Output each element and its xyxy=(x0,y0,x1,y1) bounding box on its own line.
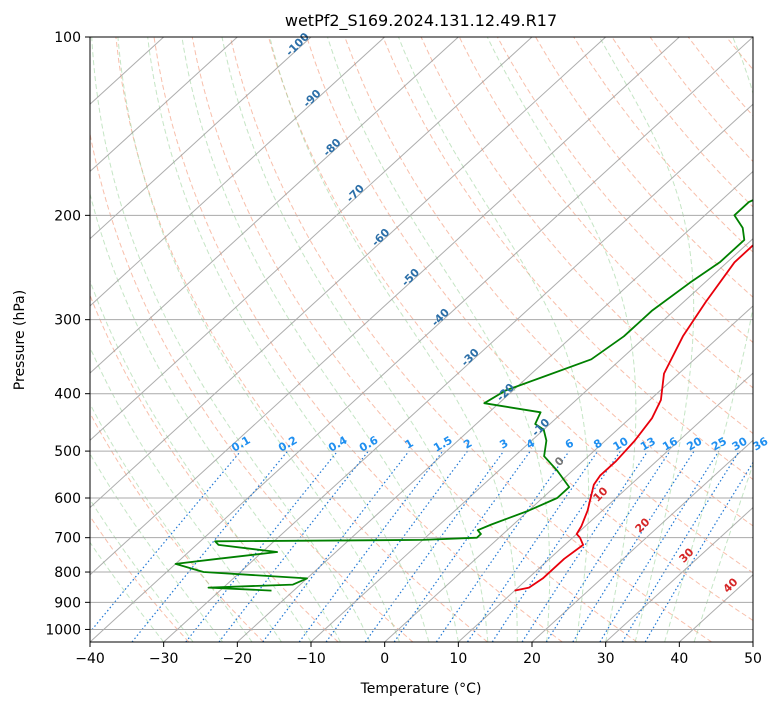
dry-adiabat xyxy=(115,37,488,642)
plot-frame xyxy=(89,36,754,643)
x-axis-title: Temperature (°C) xyxy=(360,681,482,697)
dry-adiabat xyxy=(535,37,753,298)
x-tick-label: 10 xyxy=(449,651,467,667)
isotherm xyxy=(90,37,312,240)
y-tick-label: 1000 xyxy=(45,622,81,638)
isotherm xyxy=(90,37,680,576)
isotherm xyxy=(531,439,753,642)
mixing-ratio-line xyxy=(621,450,740,642)
x-tick-label: 50 xyxy=(744,651,762,667)
moist-adiabat xyxy=(664,37,753,642)
moist-adiabat xyxy=(221,37,489,642)
isotherm xyxy=(90,37,459,374)
dry-adiabat xyxy=(306,37,753,574)
dry-adiabat xyxy=(153,37,563,642)
chart-title: wetPf2_S169.2024.131.12.49.R17 xyxy=(285,11,557,31)
y-tick-label: 700 xyxy=(54,531,81,547)
mixing-ratio-line xyxy=(90,450,242,633)
isotherm xyxy=(90,37,386,307)
y-tick-label: 100 xyxy=(54,30,81,46)
dry-adiabat xyxy=(268,37,753,622)
mixing-ratio-line xyxy=(364,450,505,642)
mixing-ratio-line xyxy=(131,450,289,642)
mixing-ratio-line xyxy=(325,450,468,642)
y-tick-label: 300 xyxy=(54,313,81,329)
isotherm xyxy=(752,641,753,642)
mixing-ratio-line xyxy=(521,450,649,642)
dry-adiabat xyxy=(382,37,753,481)
moist-adiabat xyxy=(181,37,459,642)
dry-adiabat xyxy=(420,37,753,435)
mixing-ratio-line xyxy=(466,450,599,642)
mixing-ratio-line xyxy=(435,450,570,642)
y-tick-label: 200 xyxy=(54,208,81,224)
x-tick-label: 20 xyxy=(523,651,541,667)
series-layer xyxy=(174,199,753,592)
mixing-ratio-line xyxy=(262,450,410,642)
isotherm xyxy=(90,37,753,642)
isotherm xyxy=(384,305,753,642)
axis-layer: −40 −30 −20 −10 0 10 20 30 40 50 100 200 300 400 500 60… xyxy=(45,30,762,667)
y-tick-label: 600 xyxy=(54,491,81,507)
x-tick-label: 0 xyxy=(380,651,389,667)
moist-adiabat xyxy=(147,37,430,642)
moist-adiabat xyxy=(117,37,400,642)
x-tick-label: 30 xyxy=(597,651,615,667)
isotherm xyxy=(90,37,238,173)
dry-adiabat xyxy=(765,37,775,642)
moist-adiabat xyxy=(91,37,371,642)
y-tick-label: 500 xyxy=(54,444,81,460)
isotherm xyxy=(90,37,607,509)
y-tick-label: 800 xyxy=(54,565,81,581)
x-tick-label: −20 xyxy=(223,651,253,667)
dry-adiabat xyxy=(90,412,264,642)
isotherm xyxy=(457,372,753,642)
mixing-ratio-line xyxy=(298,450,444,642)
moist-adiabat xyxy=(693,462,753,642)
isotherm xyxy=(605,506,753,642)
x-tick-label: −40 xyxy=(75,651,105,667)
isotherm xyxy=(310,237,753,642)
profile-temperature xyxy=(514,244,753,592)
moist-adiabat xyxy=(90,452,223,642)
x-tick-label: −30 xyxy=(149,651,179,667)
mixing-ratio-line xyxy=(185,450,339,642)
dry-adiabat xyxy=(496,37,753,344)
y-axis-title: Pressure (hPa) xyxy=(12,290,28,390)
y-tick-label: 400 xyxy=(54,387,81,403)
x-tick-label: −10 xyxy=(296,651,326,667)
moist-adiabat xyxy=(486,37,637,642)
mixing-ratio-line xyxy=(572,450,695,642)
mixing-ratio-line xyxy=(545,450,671,642)
x-tick-label: 40 xyxy=(670,651,688,667)
moist-adiabat xyxy=(398,37,590,642)
isotherm xyxy=(90,37,533,442)
moist-adiabat xyxy=(90,402,253,642)
mixing-ratio-line xyxy=(393,450,531,642)
moist-adiabat xyxy=(90,191,341,642)
moist-adiabat xyxy=(269,37,518,642)
dry-adiabat xyxy=(191,37,638,642)
moist-adiabat xyxy=(598,37,695,642)
y-tick-label: 900 xyxy=(54,595,81,611)
profile-dewpoint xyxy=(174,199,753,592)
